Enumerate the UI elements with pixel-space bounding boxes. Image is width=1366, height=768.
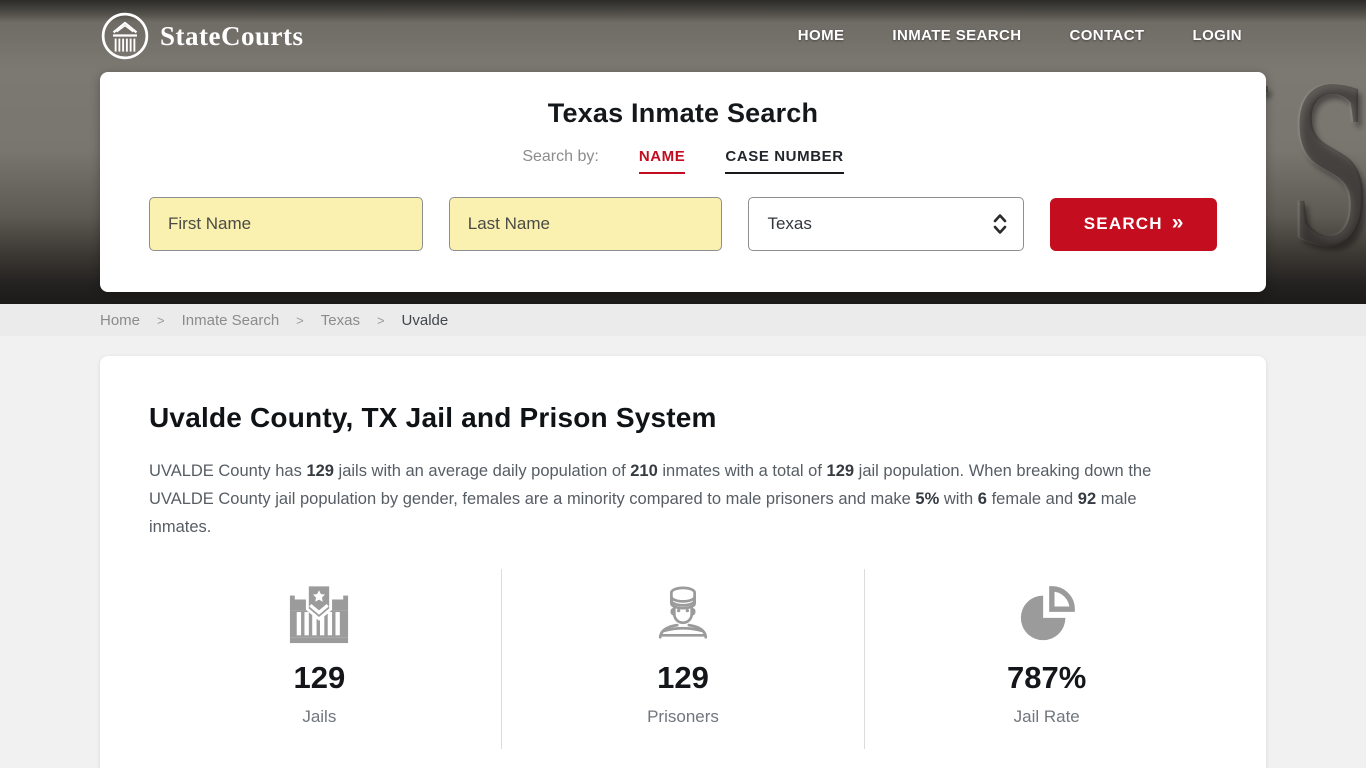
stat-value-prisoners: 129	[657, 660, 709, 695]
select-up-down-icon	[993, 214, 1007, 234]
stats-row: 129 Jails 129	[138, 569, 1228, 749]
brand-logo[interactable]: StateCourts	[100, 11, 303, 61]
search-title: Texas Inmate Search	[547, 98, 819, 128]
state-select-value: Texas	[767, 214, 812, 233]
tab-search-by-name[interactable]: NAME	[638, 148, 686, 174]
stat-jail-rate: 787% Jail Rate	[864, 569, 1228, 749]
brand-name: StateCourts	[160, 20, 304, 51]
stat-prisoners: 129 Prisoners	[500, 569, 865, 749]
nav-item-inmate-search[interactable]: INMATE SEARCH	[892, 27, 1022, 44]
nav-item-login[interactable]: LOGIN	[1192, 27, 1242, 44]
first-name-input[interactable]	[149, 197, 423, 251]
tab-search-by-case-number[interactable]: CASE NUMBER	[725, 148, 844, 174]
inmate-search-card: Texas Inmate Search Search by: NAME CASE…	[100, 72, 1266, 292]
search-by-label: Search by:	[522, 148, 599, 165]
stat-value-jails: 129	[293, 660, 346, 695]
stat-jails: 129 Jails	[138, 569, 501, 749]
breadcrumb-separator-icon: >	[296, 312, 304, 328]
top-nav: StateCourts HOME INMATE SEARCH CONTACT L…	[0, 0, 1366, 72]
last-name-input[interactable]	[448, 197, 723, 251]
breadcrumb-bar: Home > Inmate Search > Texas > Uvalde	[0, 304, 1366, 336]
county-heading: Uvalde County, TX Jail and Prison System	[149, 402, 717, 433]
breadcrumb-home[interactable]: Home	[100, 311, 141, 329]
breadcrumb: Home > Inmate Search > Texas > Uvalde	[100, 312, 448, 329]
search-form: Texas SEARCH »	[100, 197, 1266, 251]
search-by-row: Search by: NAME CASE NUMBER	[100, 148, 1266, 174]
double-chevron-right-icon: »	[1171, 211, 1184, 234]
stat-label-jails: Jails	[302, 707, 337, 726]
courthouse-logo-icon	[101, 12, 149, 60]
stat-label-jail-rate: Jail Rate	[1013, 707, 1080, 726]
prisoner-icon	[658, 586, 708, 639]
county-info-card: Uvalde County, TX Jail and Prison System…	[100, 356, 1266, 768]
search-button[interactable]: SEARCH »	[1050, 197, 1218, 251]
breadcrumb-separator-icon: >	[376, 312, 385, 328]
state-select[interactable]: Texas	[748, 197, 1025, 251]
breadcrumb-separator-icon: >	[157, 312, 165, 328]
stat-value-jail-rate: 787%	[1007, 660, 1087, 695]
nav-links: HOME INMATE SEARCH CONTACT LOGIN	[798, 27, 1242, 45]
pie-chart-icon	[1020, 586, 1075, 641]
county-paragraph: UVALDE County has 129 jails with an aver…	[149, 462, 1152, 536]
nav-item-contact[interactable]: CONTACT	[1069, 27, 1145, 44]
breadcrumb-inmate-search[interactable]: Inmate Search	[181, 311, 280, 329]
search-button-label: SEARCH	[1083, 214, 1163, 233]
nav-item-home[interactable]: HOME	[797, 27, 845, 44]
breadcrumb-texas[interactable]: Texas	[320, 311, 360, 329]
stat-label-prisoners: Prisoners	[647, 707, 719, 726]
jail-icon	[290, 583, 349, 644]
breadcrumb-uvalde: Uvalde	[401, 311, 449, 329]
